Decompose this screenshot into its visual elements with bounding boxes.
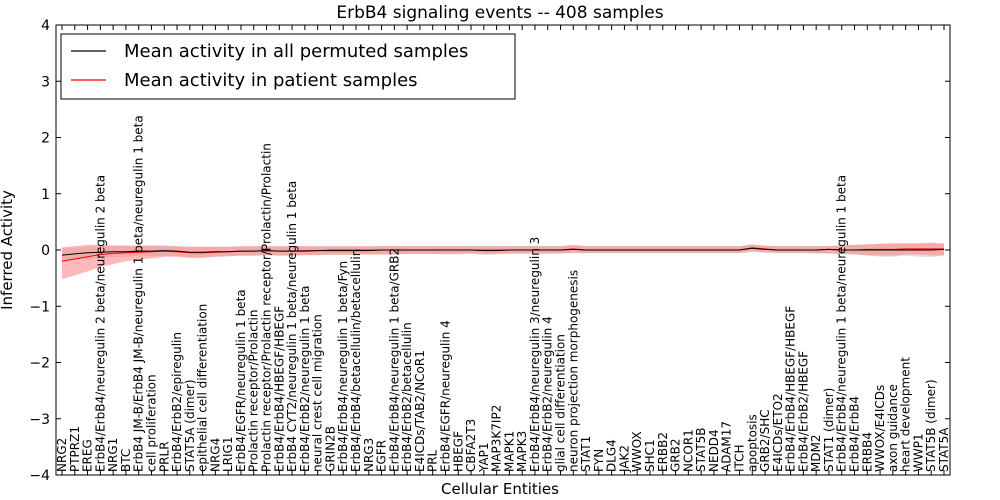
x-tick-label: ErbB4/ErbB2/neuregulin 4 (541, 316, 555, 472)
x-tick-label: ErbB4/ErbB4/neuregulin 3/neuregulin 3 (528, 237, 542, 472)
x-tick-label: ErbB4/ErbB2/epiregulin (170, 332, 184, 472)
x-tick-label: E4ICDs/ETO2 (771, 393, 785, 472)
x-tick-label: ErbB4/ErbB4/betacellulin/betacellulin (349, 249, 363, 472)
x-tick-label: ADAM17 (720, 421, 734, 472)
x-tick-label: PTPRZ1 (68, 426, 82, 472)
x-tick-label: CBFA2T3 (464, 419, 478, 472)
x-tick-label: ErbB4/EGFR/neuregulin 1 beta (234, 289, 248, 472)
y-axis-label: Inferred Activity (0, 190, 16, 310)
chart-title: ErbB4 signaling events -- 408 samples (336, 3, 663, 23)
x-tick-label: ErbB4/ErbB2/neuregulin 1 beta (298, 285, 312, 472)
x-tick-label: NRG4 (208, 438, 222, 472)
x-tick-label: Prolactin receptor/Prolactin receptor/Pr… (260, 143, 274, 472)
x-tick-label: SHC1 (643, 439, 657, 472)
x-tick-label: YAP1 (477, 442, 491, 472)
x-tick-label: ErbB4 CYT2/neuregulin 1 beta/neuregulin … (285, 181, 299, 472)
x-tick-label: STAT1 (dimer) (822, 388, 836, 472)
x-tick-label: neural crest cell migration (311, 314, 325, 472)
legend-box (60, 33, 516, 100)
x-tick-label: ErbB4/ErbB4/neuregulin 1 beta/GRB2 (387, 248, 401, 472)
x-tick-label: ITCH (733, 444, 747, 472)
legend: Mean activity in all permuted samples Mea… (60, 33, 516, 100)
x-tick-label: WWP1 (911, 433, 925, 472)
x-tick-label: MAPK3 (515, 431, 529, 472)
y-tick-label: −4 (29, 468, 50, 484)
x-tick-label: MDM2 (809, 434, 823, 472)
x-tick-label: heart development (899, 357, 913, 472)
x-tick-label: ErbB4/ErbB2/betacellulin (400, 322, 414, 472)
y-axis: −4 −3 −2 −1 0 1 2 3 4 (29, 18, 950, 484)
legend-label: Mean activity in patient samples (124, 70, 418, 91)
x-tick-label: WWOX/E4ICDs (873, 385, 887, 472)
y-tick-label: 1 (41, 187, 50, 203)
x-tick-label: apoptosis (745, 414, 759, 472)
x-tick-label: MAPK1 (502, 431, 516, 472)
x-tick-label: EGFR (375, 440, 389, 472)
x-tick-label: ErbB4/ErbB4/neuregulin 2 beta/neuregulin… (93, 175, 107, 472)
x-tick-label: MAP3K7IP2 (490, 405, 504, 472)
x-tick-label: PRL (426, 449, 440, 472)
y-tick-label: 0 (41, 243, 50, 259)
x-tick-label: STAT5B (694, 427, 708, 472)
x-tick-label: LRIG1 (221, 437, 235, 473)
x-axis-label: Cellular Entities (441, 480, 559, 498)
x-tick-label: NCOR1 (681, 429, 695, 472)
x-tick-label: BTC (119, 449, 133, 472)
x-tick-label: JAK2 (617, 445, 631, 473)
x-tick-label: ERBB2 (656, 432, 670, 472)
x-tick-label: ErbB4/ErbB2/HBEGF (796, 351, 810, 472)
series-lines (61, 247, 945, 262)
x-tick-label: ErbB4/ErbB4/neuregulin 1 beta/neuregulin… (835, 175, 849, 472)
x-tick-label: NEDD4 (707, 429, 721, 472)
x-tick-label: GRB2/SHC (758, 409, 772, 472)
y-tick-label: 3 (41, 74, 50, 90)
x-tick-label: STAT1 (579, 436, 593, 472)
x-tick-label: FYN (592, 449, 606, 472)
x-tick-label: glial cell differentiation (554, 334, 568, 472)
y-tick-label: −3 (29, 412, 50, 428)
x-tick-label: NRG3 (362, 438, 376, 472)
x-tick-label: GRIN2B (323, 426, 337, 472)
x-tick-label: E4ICDs/TAB2/NCoR1 (413, 350, 427, 472)
x-tick-label: DLG4 (605, 439, 619, 472)
x-tick-label: ErbB4/ErbB4/HBEGF/HBEGF (784, 306, 798, 472)
x-tick-label: neuron projection morphogenesis (566, 270, 580, 472)
x-tick-label: ERBB4 (860, 432, 874, 472)
y-tick-label: −1 (29, 299, 50, 315)
confidence-band-patient (62, 243, 944, 280)
x-tick-label: EREG (81, 439, 95, 472)
x-tick-label: ErbB4/ErbB4/HBEGF/HBEGF (272, 306, 286, 472)
x-tick-label: STAT5A (dimer) (183, 379, 197, 472)
x-tick-label: ErbB4/EGFR/neuregulin 4 (439, 320, 453, 472)
confidence-bands (62, 242, 944, 280)
x-tick-label: GRB2 (669, 439, 683, 473)
legend-label: Mean activity in all permuted samples (124, 41, 468, 62)
x-tick-label: Prolactin receptor/Prolactin (247, 310, 261, 472)
x-tick-label: HBEGF (451, 431, 465, 472)
x-tick-label: STAT5A (937, 427, 951, 472)
y-tick-label: 2 (41, 131, 50, 147)
x-tick-label: epithelial cell differentiation (196, 304, 210, 472)
x-tick-label: ErbB4 JM-B/ErbB4 JM-B/neuregulin 1 beta/… (132, 115, 146, 472)
series-line-permuted (61, 247, 945, 256)
x-tick-label: NRG1 (106, 438, 120, 472)
x-tick-label: cell proliferation (145, 374, 159, 472)
x-tick-label: STAT5B (dimer) (924, 379, 938, 472)
x-tick-label: PRLR (157, 441, 171, 472)
x-tick-label: ErbB4/ErbB4 (848, 396, 862, 472)
y-tick-label: 4 (41, 18, 50, 34)
y-tick-label: −2 (29, 356, 50, 372)
x-tick-label: NRG2 (55, 438, 69, 472)
x-tick-label: WWOX (630, 431, 644, 472)
x-tick-label: axon guidance (886, 384, 900, 472)
x-tick-label: ErbB4/ErbB4/neuregulin 1 beta/Fyn (336, 261, 350, 472)
